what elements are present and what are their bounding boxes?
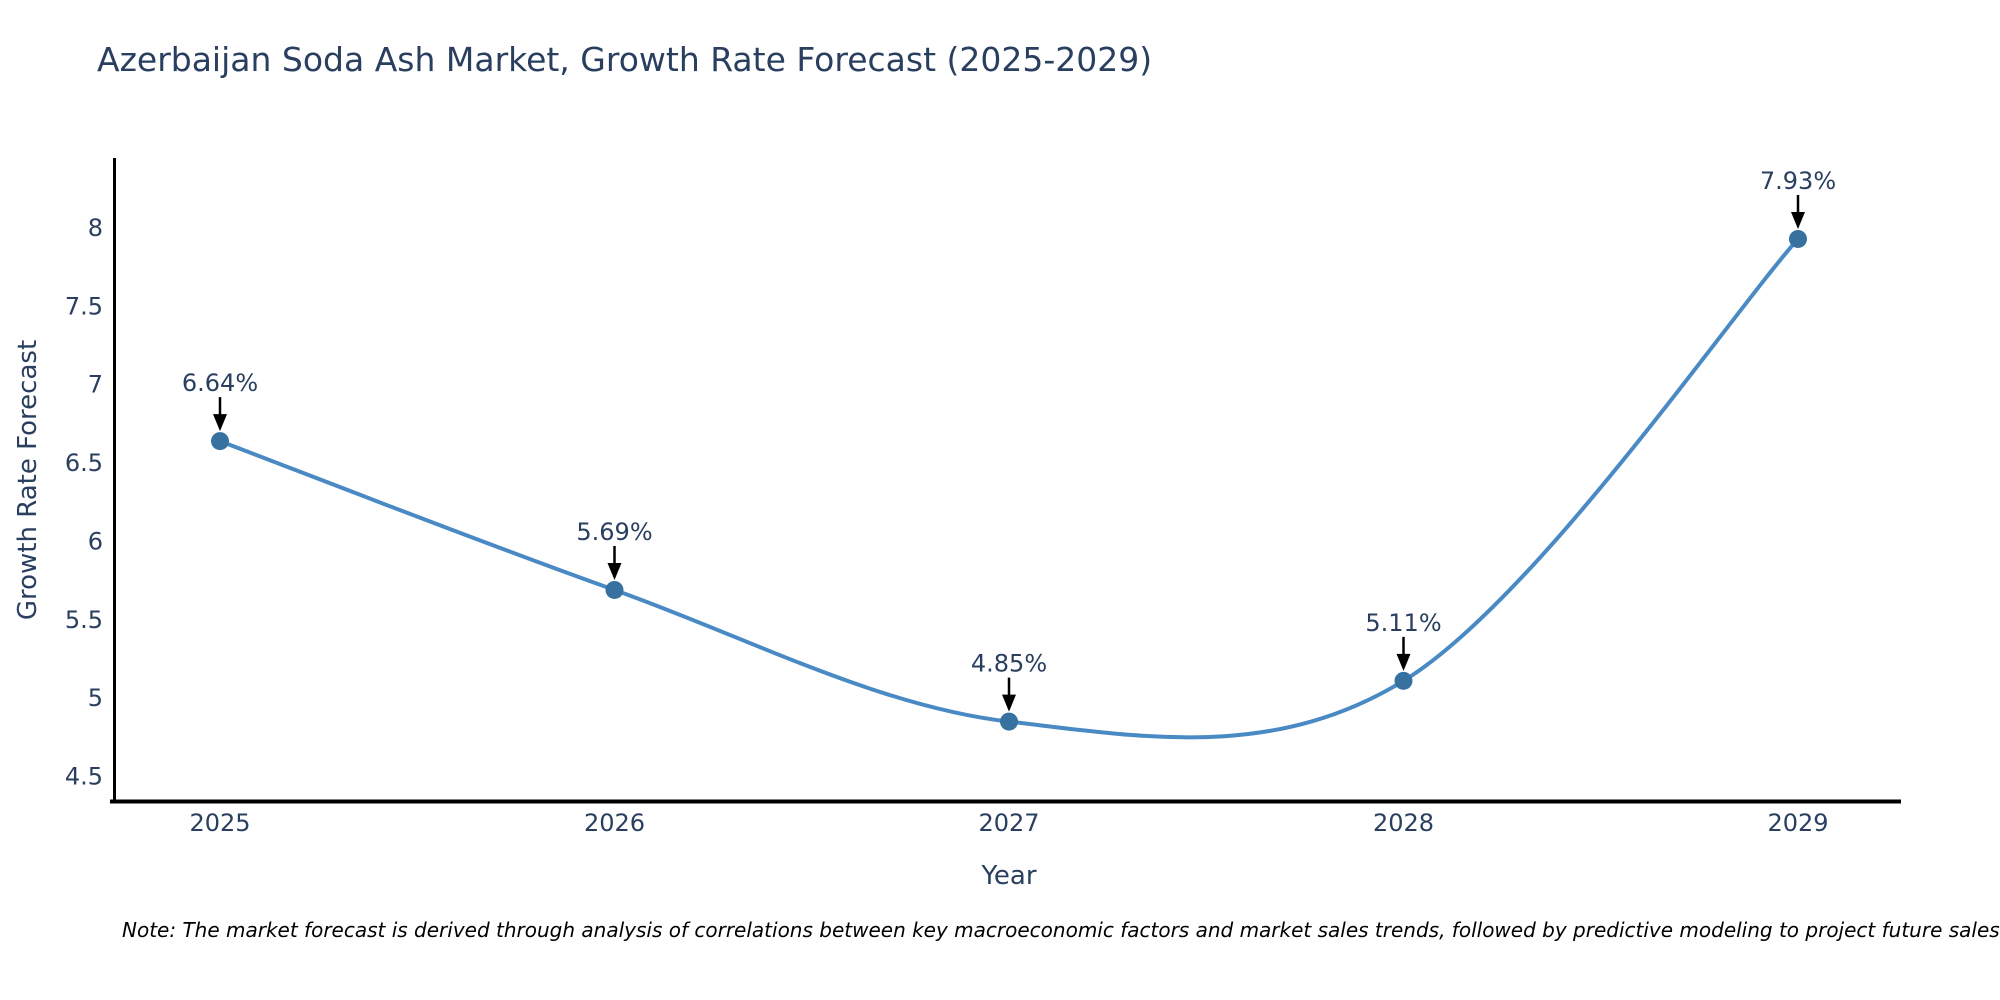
point-value-label: 4.85% (971, 650, 1047, 678)
point-value-label: 7.93% (1760, 167, 1836, 195)
footnote: Note: The market forecast is derived thr… (122, 918, 2000, 942)
x-tick-label: 2027 (978, 809, 1039, 837)
annotation-arrowhead-icon (213, 414, 227, 432)
y-tick-label: 5 (88, 684, 103, 712)
y-tick-label: 7 (88, 371, 103, 399)
annotation-arrowhead-icon (607, 562, 622, 580)
x-tick-label: 2026 (584, 809, 645, 837)
annotation-arrowhead-icon (1791, 211, 1805, 229)
y-tick-label: 7.5 (65, 292, 103, 320)
y-tick-label: 4.5 (65, 762, 103, 790)
y-tick-label: 5.5 (65, 606, 103, 634)
x-tick-label: 2028 (1373, 809, 1434, 837)
data-point-marker (211, 432, 229, 451)
data-point-marker (1000, 712, 1018, 731)
data-point-marker (605, 580, 624, 599)
line-series (218, 236, 1800, 740)
y-tick-label: 6 (88, 527, 103, 555)
data-point-marker (1789, 229, 1807, 248)
x-axis-title: Year (981, 861, 1037, 891)
chart-title: Azerbaijan Soda Ash Market, Growth Rate … (97, 40, 1153, 79)
y-tick-label: 8 (88, 214, 103, 242)
data-point-marker (1394, 671, 1413, 690)
point-value-label: 5.11% (1365, 609, 1441, 637)
x-tick-label: 2025 (189, 809, 250, 837)
annotation-arrowhead-icon (1396, 653, 1411, 671)
annotation-arrowhead-icon (1002, 694, 1016, 712)
point-value-label: 6.64% (182, 369, 258, 397)
y-tick-label: 6.5 (65, 449, 103, 477)
point-value-label: 5.69% (576, 518, 652, 546)
x-tick-label: 2029 (1767, 809, 1828, 837)
